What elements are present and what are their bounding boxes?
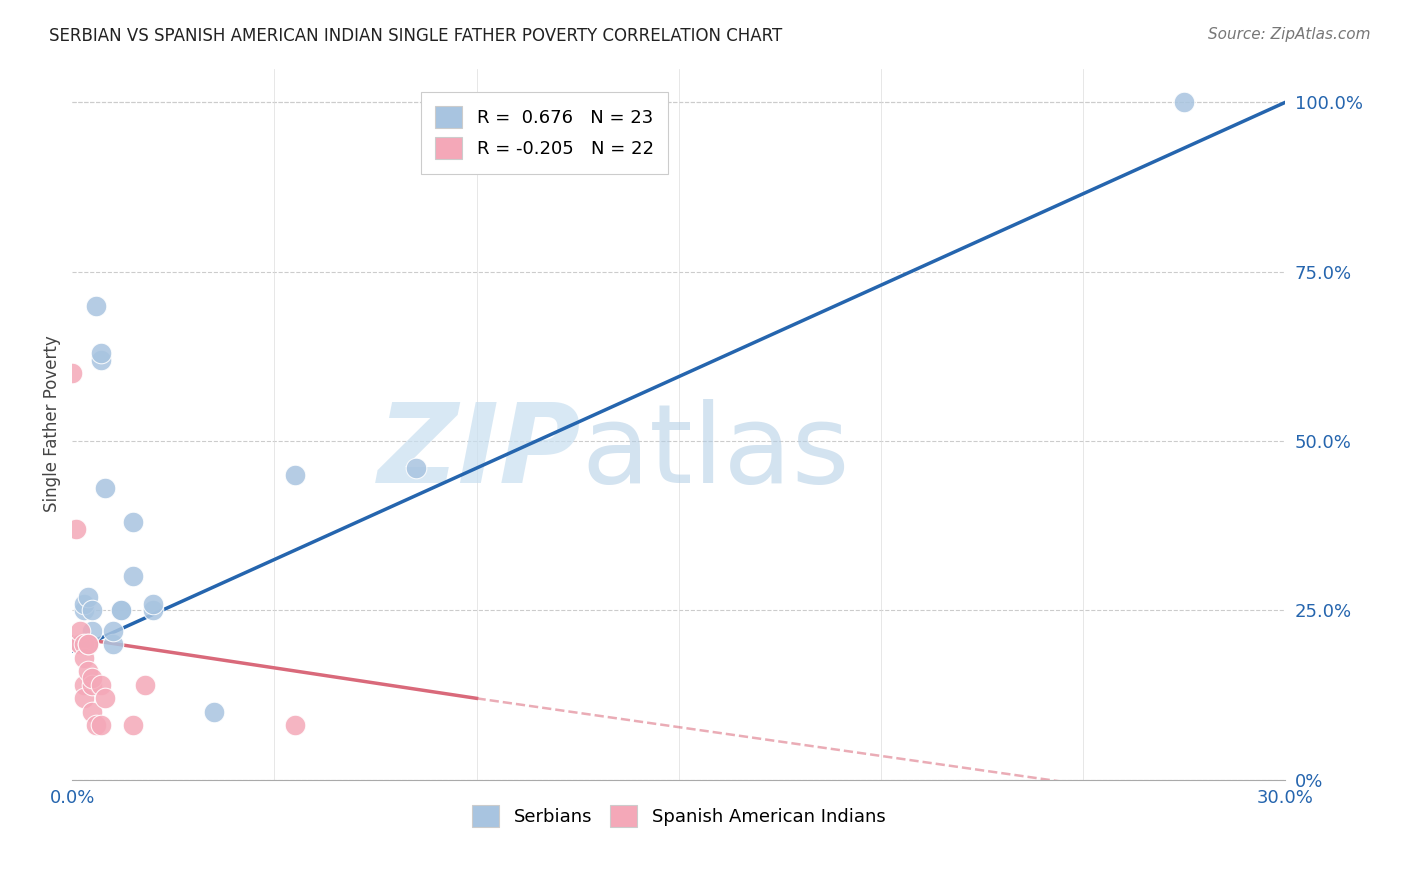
Text: Source: ZipAtlas.com: Source: ZipAtlas.com (1208, 27, 1371, 42)
Point (110, 603, 132, 617)
Point (77, 637, 100, 651)
Point (93, 691, 115, 706)
Point (73, 650, 96, 665)
Point (90, 678, 112, 692)
Point (82, 705, 104, 719)
Point (122, 515, 145, 529)
Point (73, 597, 96, 611)
Point (73, 691, 96, 706)
Point (90, 718, 112, 732)
Y-axis label: Single Father Poverty: Single Father Poverty (44, 335, 60, 512)
Legend: Serbians, Spanish American Indians: Serbians, Spanish American Indians (465, 798, 893, 835)
Point (77, 665, 100, 679)
Point (73, 678, 96, 692)
Point (82, 603, 104, 617)
Point (110, 603, 132, 617)
Point (101, 637, 124, 651)
Point (86, 299, 108, 313)
Point (69, 637, 91, 651)
Point (73, 603, 96, 617)
Point (73, 637, 96, 651)
Point (142, 597, 165, 611)
Point (122, 569, 145, 583)
Point (142, 603, 165, 617)
Point (77, 590, 100, 604)
Point (284, 467, 307, 482)
Point (90, 352, 112, 367)
Point (82, 678, 104, 692)
Point (134, 678, 156, 692)
Point (90, 346, 112, 360)
Point (65, 522, 87, 536)
Point (77, 637, 100, 651)
Point (86, 718, 108, 732)
Text: atlas: atlas (582, 399, 851, 506)
Point (60, 366, 83, 380)
Point (69, 637, 91, 651)
Point (405, 461, 427, 475)
Point (1173, 95, 1195, 110)
Point (202, 705, 225, 719)
Text: ZIP: ZIP (378, 399, 582, 506)
Point (69, 637, 91, 651)
Point (93, 482, 115, 496)
Point (101, 624, 124, 638)
Point (82, 671, 104, 685)
Point (82, 624, 104, 638)
Point (284, 718, 307, 732)
Text: SERBIAN VS SPANISH AMERICAN INDIAN SINGLE FATHER POVERTY CORRELATION CHART: SERBIAN VS SPANISH AMERICAN INDIAN SINGL… (49, 27, 783, 45)
Point (122, 718, 145, 732)
Point (77, 637, 100, 651)
Point (69, 624, 91, 638)
